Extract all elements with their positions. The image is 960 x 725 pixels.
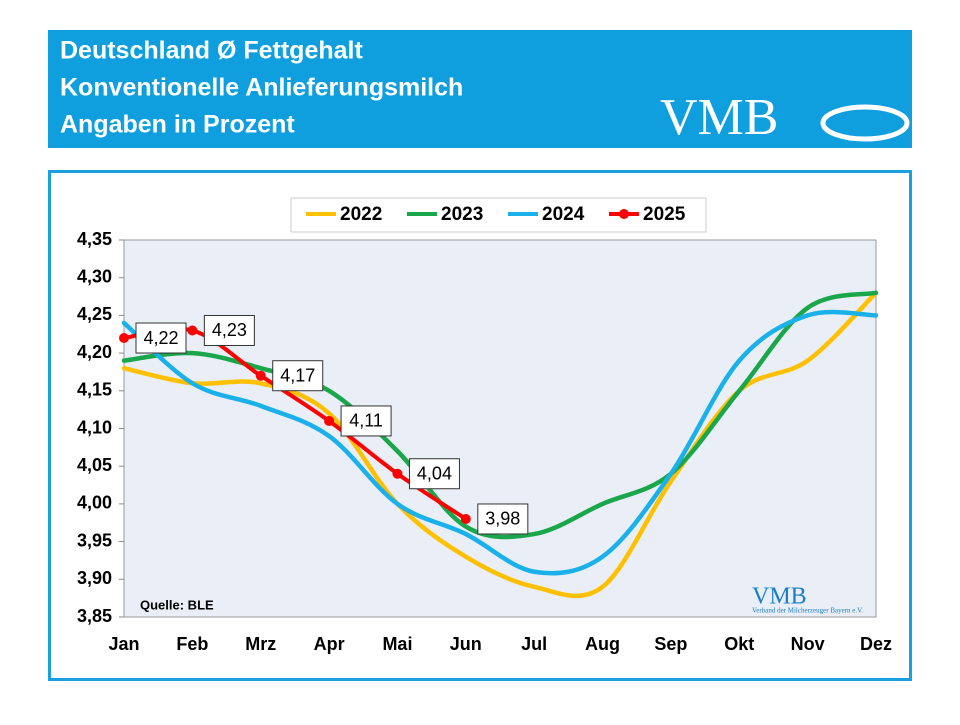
x-tick-label: Jan (108, 634, 139, 654)
logo-swirl (820, 104, 910, 142)
label-box (408, 458, 460, 490)
y-tick-label: 3,85 (77, 606, 112, 626)
legend-label: 2024 (542, 204, 585, 225)
point (119, 333, 129, 344)
x-tick-label: Okt (724, 634, 754, 654)
y-tick-label: 4,05 (77, 455, 112, 475)
series-line (121, 290, 879, 599)
logo: VMB (660, 89, 778, 146)
title-line: Konventionelle Anlieferungsmilch (60, 74, 463, 102)
point (187, 325, 198, 336)
data-label: 4,11 (349, 411, 383, 431)
y-tick-label: 4,35 (77, 229, 112, 249)
watermark-logo: VMB (752, 584, 807, 610)
legend-marker (619, 209, 629, 219)
x-tick-label: Apr (314, 634, 345, 654)
label-box (203, 314, 255, 346)
title-line: Angaben in Prozent (60, 111, 295, 139)
label-box (477, 503, 529, 535)
y-tick-label: 4,25 (77, 304, 112, 324)
source: Quelle: BLE (140, 597, 214, 612)
x-tick-label: Feb (176, 634, 208, 654)
y-tick-label: 3,90 (77, 568, 112, 588)
y-tick-label: 3,95 (77, 530, 112, 550)
y-tick-label: 4,20 (77, 342, 112, 362)
x-tick-label: Sep (654, 634, 687, 654)
series-line (121, 290, 879, 540)
x-tick-label: Mai (382, 634, 412, 654)
x-tick-label: Dez (860, 634, 892, 654)
legend-label: 2022 (340, 204, 382, 225)
legend-label: 2025 (643, 204, 686, 225)
x-tick-label: Jul (521, 634, 547, 654)
point (255, 370, 266, 381)
y-tick-label: 4,30 (77, 266, 112, 286)
x-tick-label: Aug (585, 634, 620, 654)
header-band (48, 30, 912, 148)
plot-area (123, 239, 877, 618)
data-label: 4,17 (280, 365, 315, 385)
data-label: 4,22 (143, 328, 178, 348)
x-tick-label: Mrz (245, 634, 276, 654)
data-label: 4,23 (212, 320, 247, 340)
x-tick-label: Jun (450, 634, 482, 654)
y-tick-label: 4,10 (77, 417, 112, 437)
watermark-text: Verband der Milcherzeuger Bayern e.V. (752, 607, 863, 615)
label-box (135, 322, 187, 354)
series-line (121, 309, 879, 576)
label-box (340, 405, 392, 437)
title-line: Deutschland Ø Fettgehalt (60, 37, 363, 65)
point (324, 415, 335, 426)
data-label: 4,04 (417, 463, 452, 483)
y-tick-label: 4,15 (77, 380, 112, 400)
y-tick-label: 4,00 (77, 493, 112, 513)
point (460, 513, 471, 524)
label-box (272, 360, 324, 392)
point (392, 468, 403, 479)
x-tick-label: Nov (791, 634, 825, 654)
data-label: 3,98 (485, 509, 520, 529)
legend-label: 2023 (441, 204, 483, 225)
